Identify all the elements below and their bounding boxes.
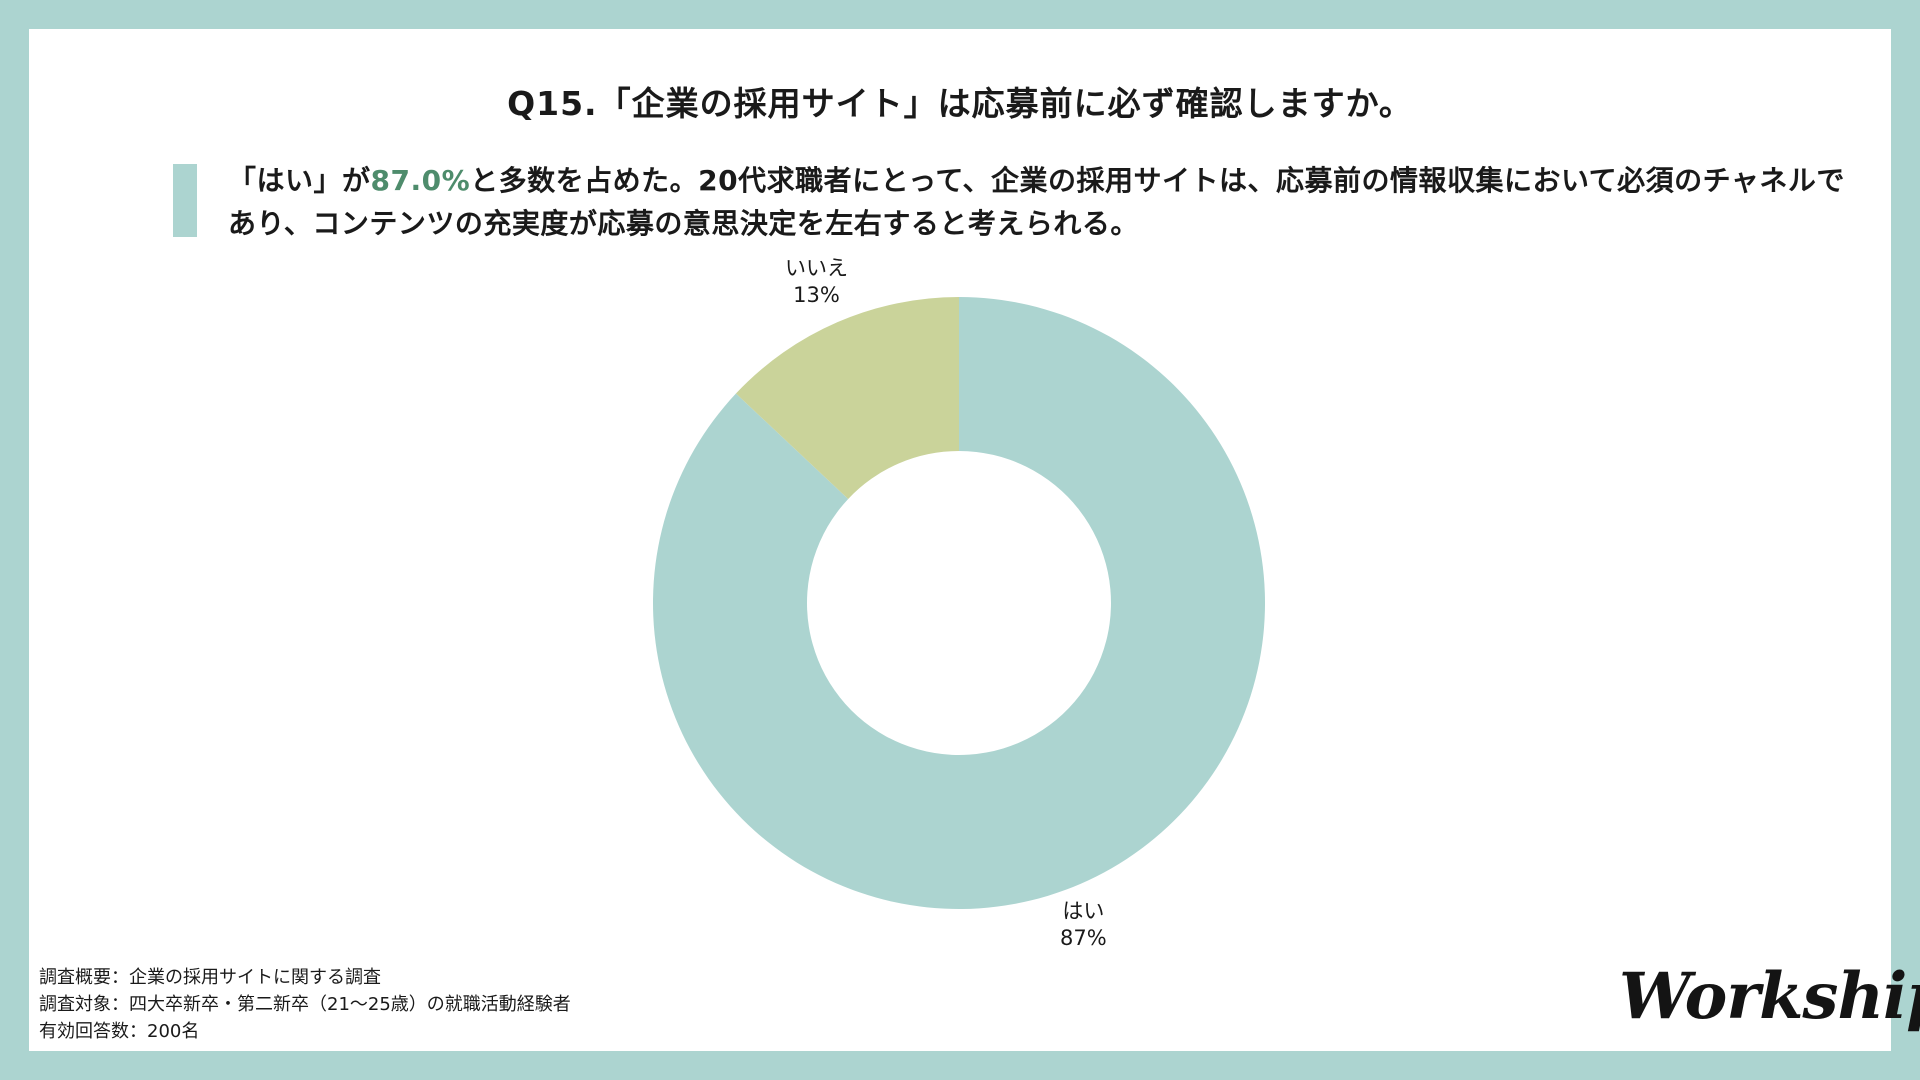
lead-text-before: 「はい」が — [228, 164, 371, 197]
slice-name-no: いいえ — [785, 256, 848, 280]
page-title: Q15.「企業の採用サイト」は応募前に必ず確認しますか。 — [507, 84, 1413, 123]
donut-chart — [653, 297, 1266, 909]
survey-note-overview: 調査概要：企業の採用サイトに関する調査 — [39, 967, 381, 988]
lead-accent-bar — [173, 164, 197, 237]
lead-text-after: と多数を占めた。20代求職者にとって、企業の採用サイトは、応募前の情報収集におい… — [228, 164, 1845, 240]
slice-label-no: いいえ 13% — [785, 255, 848, 309]
survey-notes: 調査概要：企業の採用サイトに関する調査 調査対象：四大卒新卒・第二新卒（21〜2… — [39, 964, 571, 1045]
slice-no — [735, 297, 959, 499]
slice-percent-yes: 87% — [1060, 926, 1107, 950]
slice-yes — [653, 297, 1266, 909]
slice-name-yes: はい — [1062, 899, 1105, 923]
lead-highlight-value: 87.0% — [370, 164, 471, 197]
workship-logo: Workship — [1619, 959, 1920, 1034]
content-card: Q15.「企業の採用サイト」は応募前に必ず確認しますか。 「はい」が87.0%と… — [29, 29, 1920, 1051]
lead-text: 「はい」が87.0%と多数を占めた。20代求職者にとって、企業の採用サイトは、応… — [228, 159, 1848, 245]
slice-label-yes: はい 87% — [1060, 898, 1107, 952]
survey-note-target: 調査対象：四大卒新卒・第二新卒（21〜25歳）の就職活動経験者 — [39, 994, 571, 1015]
slice-percent-no: 13% — [793, 283, 840, 307]
survey-note-respondents: 有効回答数：200名 — [39, 1021, 200, 1042]
